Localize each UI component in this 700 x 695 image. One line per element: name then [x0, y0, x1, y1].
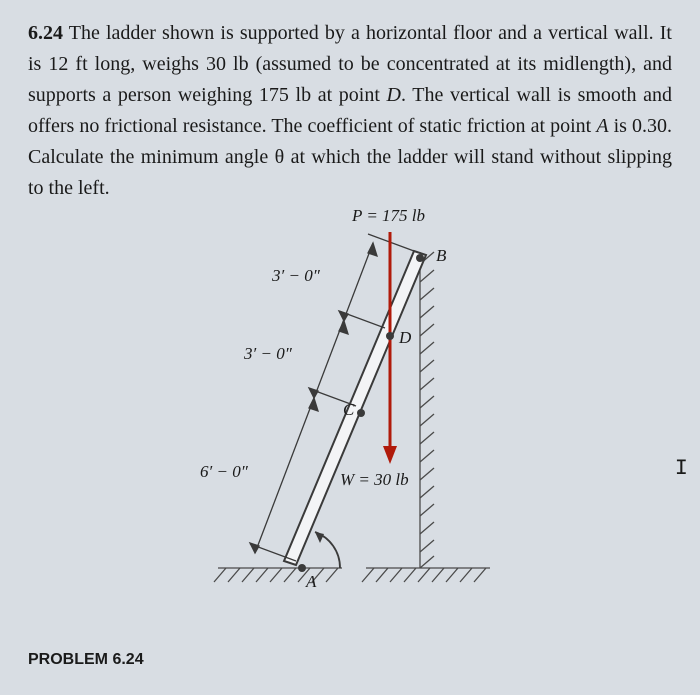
point-C-label: C	[343, 400, 354, 420]
dim-mid-label: 3′ − 0″	[244, 344, 292, 364]
ladder-body	[284, 251, 426, 565]
point-D-label: D	[399, 328, 411, 348]
point-A-label: A	[306, 572, 316, 592]
point-C-dot	[357, 409, 365, 417]
dim-top-label: 3′ − 0″	[272, 266, 320, 286]
point-D-inline: D	[387, 84, 401, 106]
problem-statement: 6.24 The ladder shown is supported by a …	[28, 18, 672, 204]
angle-arrowhead	[315, 532, 324, 543]
force-P-label: P = 175 lb	[352, 206, 425, 226]
point-D-dot	[386, 332, 394, 340]
ladder-diagram: P = 175 lb W = 30 lb 3′ − 0″ 3′ − 0″ 6′ …	[110, 212, 590, 602]
point-A-dot	[298, 564, 306, 572]
problem-tag: PROBLEM 6.24	[28, 651, 144, 669]
point-B-label: B	[436, 246, 446, 266]
point-B-dot	[416, 254, 424, 262]
wall-hatch	[420, 252, 434, 568]
force-W-label: W = 30 lb	[340, 470, 409, 490]
problem-number: 6.24	[28, 22, 63, 44]
text-cursor-icon: I	[675, 456, 688, 481]
point-A-inline: A	[596, 115, 608, 137]
ground-hatch	[214, 568, 490, 582]
dim-bot-label: 6′ − 0″	[200, 462, 248, 482]
